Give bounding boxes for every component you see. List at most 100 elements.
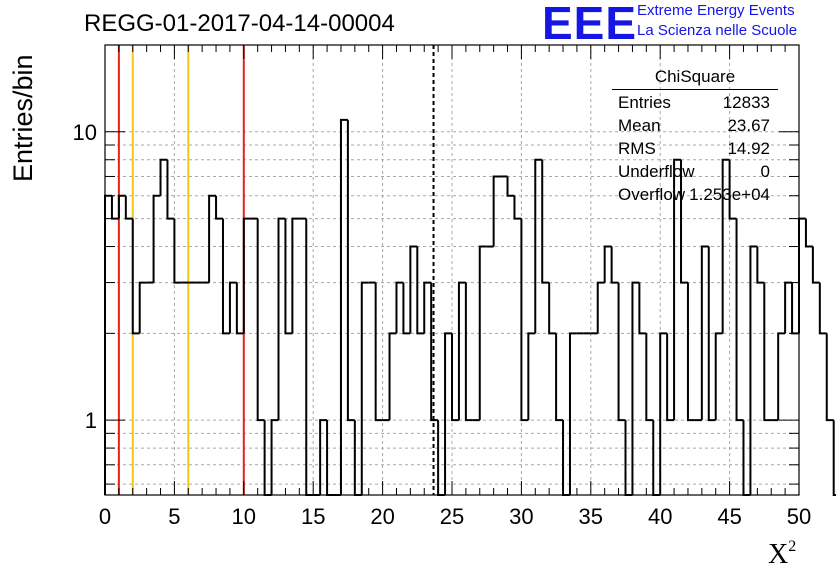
histogram-bin [520, 218, 529, 422]
stat-overflow-name: Overflow [618, 185, 686, 204]
x-tick-label: 10 [232, 504, 256, 529]
histogram-bin [555, 333, 564, 422]
histogram-bin [159, 158, 168, 196]
histogram-bin [291, 217, 300, 334]
histogram-bin [686, 282, 695, 422]
x-tick-label: 35 [579, 504, 603, 529]
stat-entries-name: Entries [618, 93, 671, 112]
histogram-bin [117, 194, 126, 219]
histogram-bin [284, 218, 293, 335]
x-tick-label: 15 [301, 504, 325, 529]
x-tick-label: 45 [717, 504, 741, 529]
histogram-bin [451, 333, 459, 422]
x-tick-label: 20 [370, 504, 394, 529]
x-axis-label-superscript: 2 [788, 538, 797, 555]
histogram-bin [659, 332, 668, 495]
histogram-bin [631, 281, 640, 495]
histogram-bin [152, 194, 161, 283]
histogram-bin [804, 218, 813, 248]
histogram-bin [818, 282, 827, 335]
histogram-bin [568, 332, 577, 495]
histogram-bin [402, 282, 411, 335]
marker-lines [117, 45, 435, 495]
stat-entries-value: 12833 [722, 93, 770, 112]
histogram-bin [721, 158, 730, 334]
histogram-bin [527, 332, 536, 421]
histogram-bin [478, 245, 487, 421]
histogram-bin [700, 245, 709, 421]
x-tick-label: 50 [787, 504, 811, 529]
histogram-bin [673, 158, 682, 421]
histogram-bin [492, 175, 501, 247]
histogram-bin [228, 281, 237, 334]
histogram-bin [457, 281, 466, 421]
histogram-bin [777, 332, 786, 421]
stat-underflow-value: 0 [760, 162, 770, 181]
x-tick-label: 0 [99, 504, 111, 529]
histogram-bin [104, 194, 112, 495]
histogram-bin [756, 246, 765, 284]
histogram-bin [728, 159, 737, 220]
stat-rms-name: RMS [618, 139, 656, 158]
histogram-bin [596, 281, 605, 334]
histogram-bin [832, 420, 836, 496]
histogram-bin [680, 159, 688, 284]
y-tick-label: 1 [85, 408, 97, 433]
histogram-bin [825, 333, 834, 422]
stat-overflow-value: 1.253e+04 [689, 185, 770, 204]
histogram-bin [541, 159, 550, 284]
histogram-bin [319, 419, 328, 495]
histogram-bin [763, 282, 772, 422]
stat-mean-value: 23.67 [727, 116, 770, 135]
histogram-bin [339, 118, 348, 495]
chart-title: REGG-01-2017-04-14-00004 [84, 10, 395, 37]
histogram-bin [707, 246, 716, 422]
histogram-bin [166, 159, 175, 220]
histogram-bin [131, 218, 140, 335]
logo-text-line2: La Scienza nelle Scuole [637, 22, 798, 39]
histogram-bin [430, 282, 439, 422]
stat-underflow-name: Underflow [618, 162, 695, 181]
stats-title: ChiSquare [654, 67, 736, 86]
histogram-bin [374, 282, 383, 422]
histogram-bin [638, 282, 647, 335]
x-tick-label: 25 [440, 504, 464, 529]
histogram-bin [666, 333, 675, 422]
histogram-bin [811, 246, 820, 284]
histogram-bin [346, 119, 355, 422]
histogram-bin [208, 194, 217, 283]
histogram-bin [235, 282, 244, 335]
histogram-bin [423, 281, 432, 334]
x-tick-label: 40 [648, 504, 672, 529]
histogram-bin [534, 158, 543, 334]
histogram-bin [256, 218, 265, 422]
histogram-bin [506, 176, 515, 197]
histogram-bin [409, 245, 418, 334]
histogram-bin [444, 332, 452, 495]
histogram-bin [270, 419, 279, 495]
histogram-bin [610, 246, 619, 284]
histogram-bin [603, 245, 612, 283]
histogram-bin [221, 218, 230, 335]
histogram-bin [305, 218, 314, 496]
eee-logo: EEE [542, 0, 638, 49]
x-axis-label-base: X [768, 539, 789, 570]
histogram-bin [388, 332, 397, 421]
histogram-bin [416, 246, 425, 335]
histogram-bin [513, 195, 522, 220]
histogram-bin [617, 282, 626, 422]
histogram-bin [110, 195, 119, 220]
histogram-bin [645, 333, 654, 422]
histogram-bin [464, 282, 473, 422]
x-tick-label: 5 [168, 504, 180, 529]
x-axis-label: X2 [768, 538, 796, 571]
logo-text-line1: Extreme Energy Events [637, 2, 795, 19]
histogram-bin [277, 217, 286, 421]
histogram-bin [798, 217, 806, 334]
histogram-bin [749, 245, 758, 495]
x-tick-label: 30 [509, 504, 533, 529]
histogram-bin [138, 281, 147, 334]
histogram-bin [242, 217, 251, 334]
